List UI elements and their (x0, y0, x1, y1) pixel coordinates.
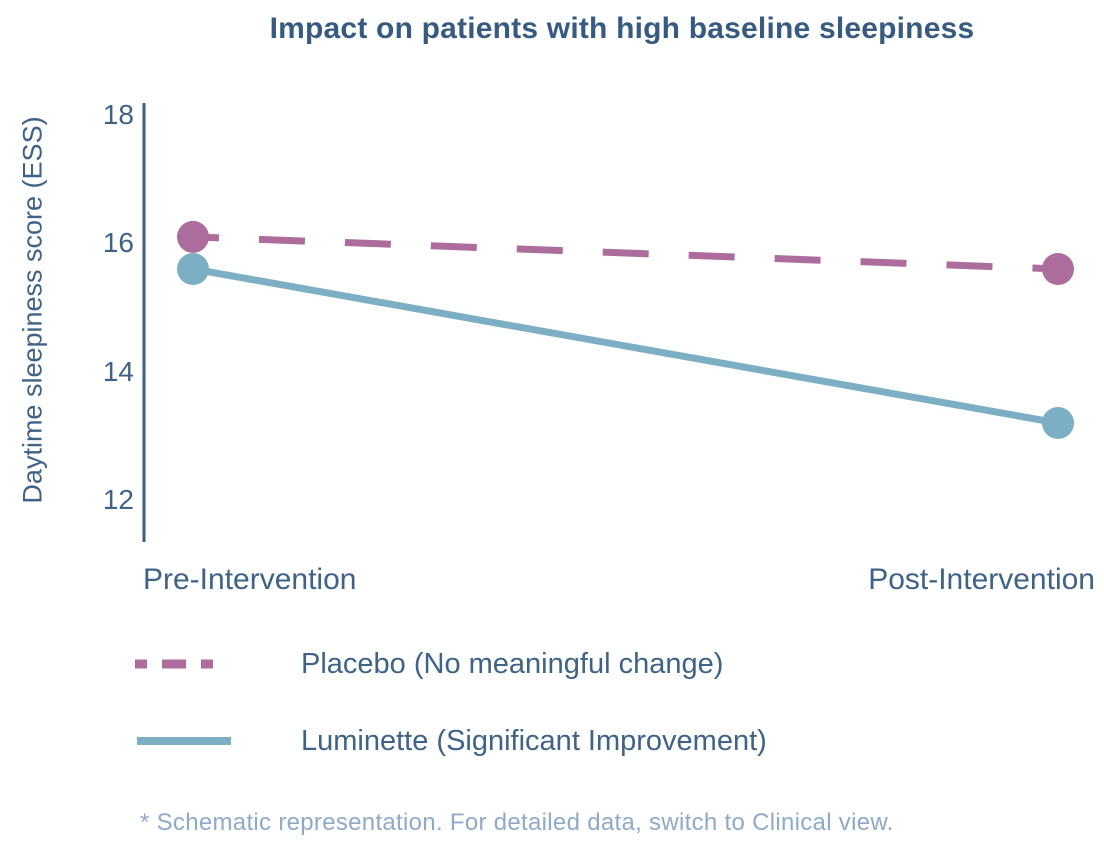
luminette-point-pre-intervention (177, 253, 209, 285)
placebo-point-post-intervention (1042, 253, 1074, 285)
placebo-dashed-line-swatch (135, 659, 235, 669)
chart-title: Impact on patients with high baseline sl… (269, 12, 975, 45)
footnote: * Schematic representation. For detailed… (140, 809, 894, 836)
x-tick-post-intervention: Post-Intervention (868, 563, 1095, 596)
y-tick-label-14: 14 (102, 355, 134, 387)
luminette-point-post-intervention (1042, 407, 1074, 439)
placebo-line (192, 233, 1059, 273)
legend-item-luminette: Luminette (Significant Improvement) (135, 721, 767, 761)
legend-item-placebo: Placebo (No meaningful change) (135, 644, 723, 684)
placebo-point-pre-intervention (177, 220, 209, 253)
legend-label-luminette: Luminette (Significant Improvement) (301, 724, 767, 757)
luminette-line (192, 265, 1059, 427)
y-tick-label-16: 16 (102, 227, 134, 259)
x-tick-pre-intervention: Pre-Intervention (143, 563, 357, 596)
luminette-solid-line-swatch (137, 737, 231, 745)
y-tick-label-12: 12 (102, 484, 134, 515)
x-axis-labels: Pre-Intervention Post-Intervention (143, 563, 1095, 597)
y-tick-label-18: 18 (102, 99, 134, 130)
legend-label-placebo: Placebo (No meaningful change) (301, 647, 724, 680)
